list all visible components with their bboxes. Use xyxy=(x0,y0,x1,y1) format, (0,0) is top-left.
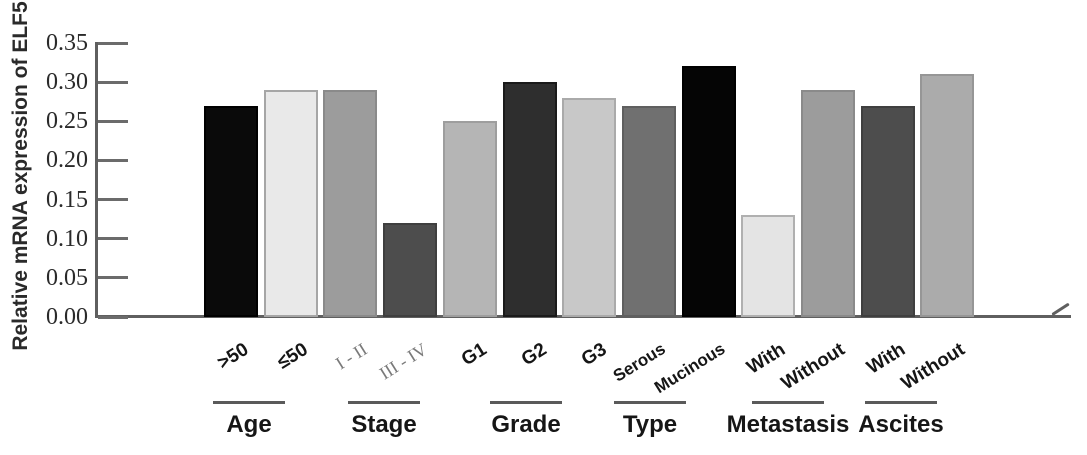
group-label-age: Age xyxy=(226,411,272,438)
x-category-label-grade-g3: G3 xyxy=(577,339,611,371)
x-category-label-age-le-50: ≤50 xyxy=(273,339,312,374)
x-category-label-grade-g1: G1 xyxy=(458,339,491,371)
group-underline-ascites xyxy=(865,401,937,404)
group-label-grade: Grade xyxy=(491,411,561,438)
group-underline-age xyxy=(213,401,285,404)
group-underline-metastasis xyxy=(752,401,824,404)
x-category-label-stage-iii-iv: III - IV xyxy=(376,339,431,384)
x-category-label-ascites-without: Without xyxy=(897,339,969,395)
bar-type-mucinous xyxy=(681,66,736,317)
y-tick-label-0.10: 0.10 xyxy=(46,225,88,252)
bar-grade-g3 xyxy=(562,97,617,317)
y-tick-0.30 xyxy=(98,80,128,84)
y-tick-label-0.20: 0.20 xyxy=(46,147,88,174)
y-tick-0.00 xyxy=(98,315,128,319)
y-tick-0.15 xyxy=(98,198,128,202)
bar-metastasis-with xyxy=(741,215,796,317)
bar-ascites-without xyxy=(920,74,975,317)
group-underline-stage xyxy=(348,401,420,404)
bar-stage-iii-iv xyxy=(383,223,438,317)
y-tick-label-0.30: 0.30 xyxy=(46,69,88,96)
bar-age-le-50 xyxy=(263,89,318,317)
bar-stage-i-ii xyxy=(323,89,378,317)
x-category-label-grade-g2: G2 xyxy=(517,339,551,371)
bar-age-gt-50 xyxy=(204,105,258,317)
y-tick-label-0.15: 0.15 xyxy=(46,186,88,213)
y-tick-0.20 xyxy=(98,158,128,162)
bar-type-serous xyxy=(621,105,676,317)
y-tick-label-0.35: 0.35 xyxy=(46,30,88,56)
group-label-ascites: Ascites xyxy=(858,411,944,438)
bar-grade-g1 xyxy=(442,121,497,317)
group-label-type: Type xyxy=(622,411,678,438)
bar-ascites-with xyxy=(860,105,915,317)
y-tick-0.10 xyxy=(98,237,128,241)
group-label-metastasis: Metastasis xyxy=(726,411,850,438)
bar-grade-g2 xyxy=(502,82,557,317)
x-category-label-metastasis-without: Without xyxy=(778,339,850,395)
y-tick-label-0.25: 0.25 xyxy=(46,108,88,135)
bar-metastasis-without xyxy=(801,89,855,317)
x-category-label-stage-i-ii: I - II xyxy=(332,339,372,374)
group-underline-grade xyxy=(490,401,562,404)
y-tick-0.05 xyxy=(98,276,128,280)
group-underline-type xyxy=(614,401,686,404)
y-tick-0.25 xyxy=(98,119,128,123)
group-label-stage: Stage xyxy=(351,411,417,438)
y-tick-label-0.00: 0.00 xyxy=(46,304,88,330)
x-axis-end-hook xyxy=(1051,302,1070,316)
y-tick-label-0.05: 0.05 xyxy=(46,264,88,291)
y-tick-0.35 xyxy=(98,41,128,45)
y-axis-line xyxy=(95,42,98,318)
x-category-label-age-gt-50: >50 xyxy=(213,339,253,374)
